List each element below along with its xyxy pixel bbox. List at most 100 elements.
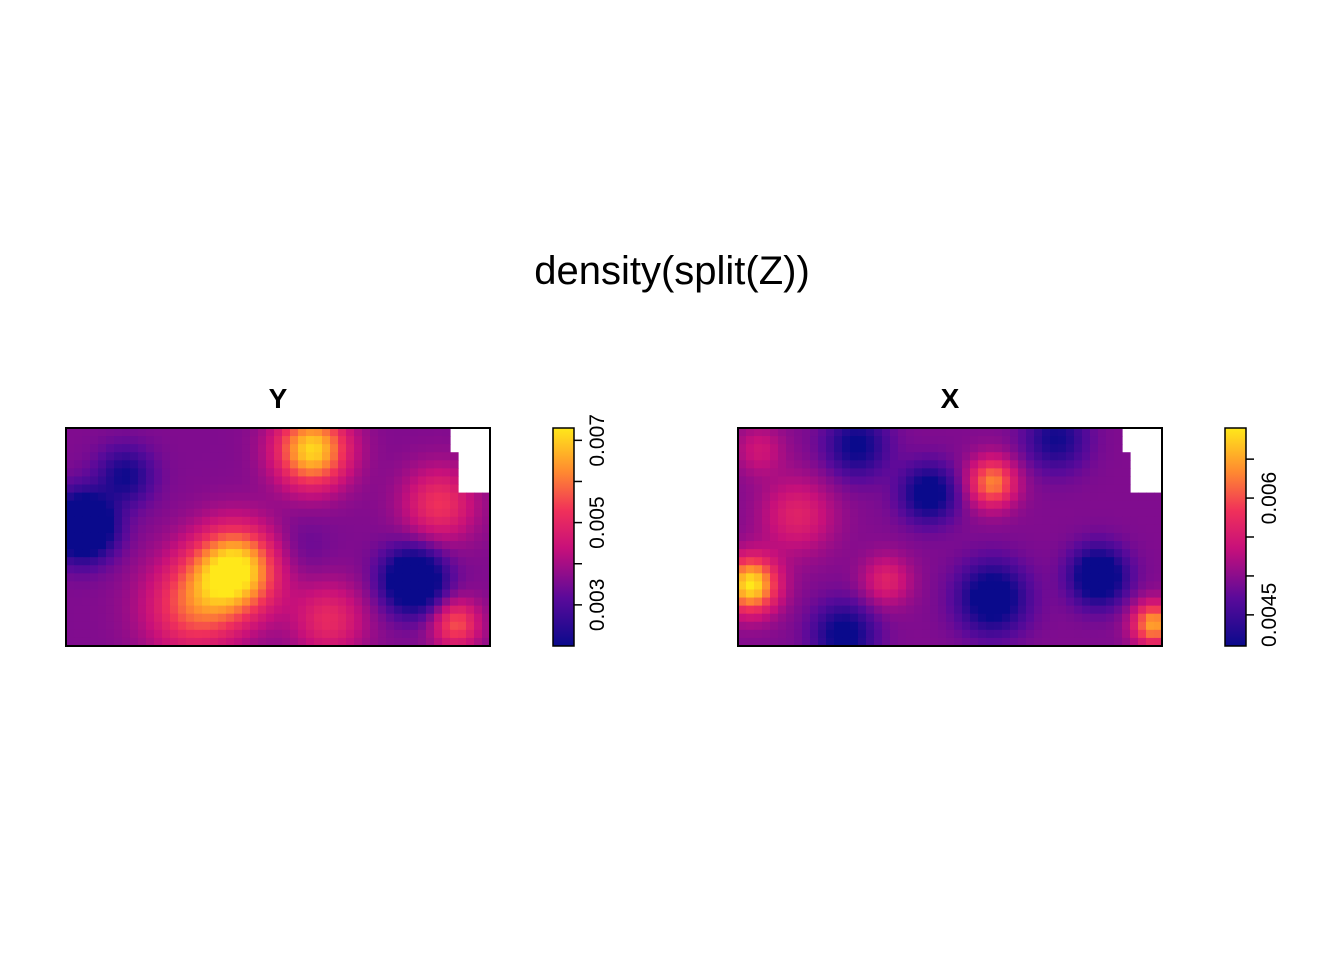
heatmap-cell [178,613,187,623]
heatmap-cell [338,597,347,607]
heatmap-cell [218,541,227,550]
heatmap-cell [754,573,763,582]
heatmap-cell [1122,476,1131,486]
heatmap-cell [1146,613,1155,623]
heatmap-cell [858,637,867,647]
heatmap-cell [978,484,987,494]
heatmap-cell [394,629,403,639]
heatmap-cell [322,637,331,647]
heatmap-cell [442,468,451,478]
heatmap-cell [482,508,491,518]
heatmap-cell [786,637,795,647]
heatmap-cell [402,468,411,478]
heatmap-cell [1034,589,1043,599]
heatmap-cell [210,428,219,437]
heatmap-cell [754,581,763,591]
heatmap-cell [242,597,251,607]
heatmap-cell [850,613,859,623]
heatmap-cell [938,637,947,647]
heatmap-cell [986,589,995,599]
heatmap-cell [850,549,859,558]
heatmap-cell [346,444,355,453]
heatmap-cell [122,476,131,486]
heatmap-cell [450,629,459,639]
heatmap-cell [914,444,923,453]
heatmap-cell [322,508,331,518]
heatmap-cell [74,484,83,494]
heatmap-cell [274,629,283,639]
heatmap-cell [810,532,819,542]
heatmap-cell [402,508,411,518]
heatmap-cell [866,637,875,647]
heatmap-cell [786,597,795,607]
heatmap-cell [938,500,947,510]
heatmap-cell [1146,605,1155,615]
heatmap-cell [994,444,1003,453]
heatmap-cell [770,557,779,566]
heatmap-cell [114,468,123,478]
heatmap-cell [386,468,395,478]
heatmap-cell [66,484,75,494]
heatmap-cell [1114,573,1123,582]
heatmap-cell [378,492,387,502]
heatmap-cell [418,597,427,607]
heatmap-cell [858,500,867,510]
heatmap-cell [122,637,131,647]
heatmap-cell [930,613,939,623]
heatmap-cell [474,621,483,631]
heatmap-cell [938,484,947,494]
heatmap-cell [1130,541,1139,550]
heatmap-cell [330,460,339,469]
heatmap-cell [1074,613,1083,623]
heatmap-cell [442,629,451,639]
heatmap-cell [82,436,91,445]
heatmap-cell [1050,476,1059,486]
heatmap-cell [258,452,267,461]
heatmap-cell [162,629,171,639]
heatmap-cell [370,549,379,558]
heatmap-cell [314,516,323,526]
heatmap-cell [1122,629,1131,639]
heatmap-cell [1018,541,1027,550]
heatmap-cell [1138,613,1147,623]
heatmap-cell [402,516,411,526]
heatmap-cell [194,500,203,510]
heatmap-cell [738,500,747,510]
heatmap-cell [1026,541,1035,550]
heatmap-cell [354,637,363,647]
heatmap-cell [234,516,243,526]
heatmap-cell [842,484,851,494]
heatmap-cell [1002,605,1011,615]
heatmap-cell [762,452,771,461]
heatmap-cell [362,589,371,599]
heatmap-cell [458,516,467,526]
heatmap-cell [354,589,363,599]
heatmap-cell [1042,460,1051,469]
heatmap-cell [242,436,251,445]
heatmap-cell [98,524,107,534]
heatmap-cell [266,492,275,502]
heatmap-cell [322,597,331,607]
heatmap-cell [314,492,323,502]
heatmap-cell [1010,500,1019,510]
heatmap-cell [434,589,443,599]
heatmap-cell [1122,637,1131,647]
heatmap-cell [106,516,115,526]
heatmap-cell [1090,484,1099,494]
heatmap-cell [938,549,947,558]
heatmap-cell [778,452,787,461]
heatmap-cell [986,557,995,566]
heatmap-cell [1066,444,1075,453]
heatmap-cell [338,500,347,510]
heatmap-cell [1106,541,1115,550]
heatmap-cell [306,476,315,486]
heatmap-cell [1074,597,1083,607]
heatmap-cell [906,452,915,461]
heatmap-cell [1138,508,1147,518]
heatmap-cell [898,597,907,607]
heatmap-cell [298,508,307,518]
heatmap-cell [338,573,347,582]
heatmap-cell [290,500,299,510]
heatmap-cell [1050,444,1059,453]
heatmap-cell [98,613,107,623]
